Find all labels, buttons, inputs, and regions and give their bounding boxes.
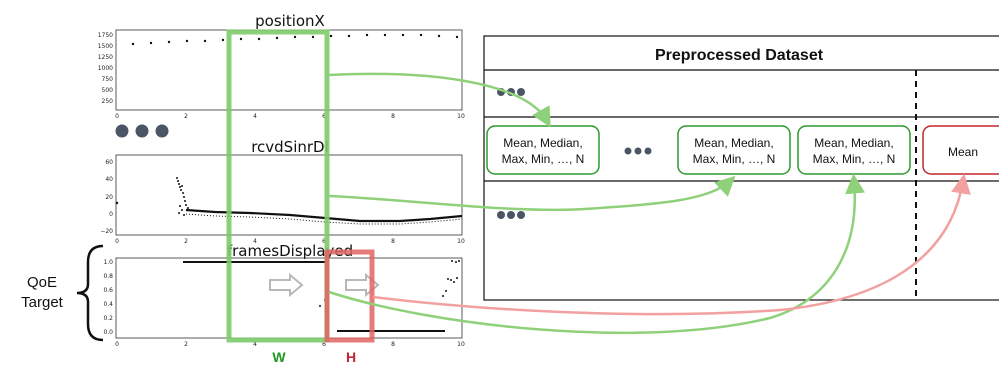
x-tick-label: 4	[253, 238, 257, 245]
x-tick-labels: 0 2 4 6 8 10	[115, 238, 465, 245]
positionx-points	[131, 33, 459, 46]
plot-title-rcvdsinrdl: rcvdSinrDl	[251, 138, 329, 156]
x-tick-label: 0	[115, 238, 119, 245]
plot-title-framesdisplayed: framesDisplayed	[227, 242, 353, 260]
y-tick-label: 1500	[98, 43, 113, 50]
y-tick-label: 1750	[98, 32, 113, 39]
target-box: Mean	[922, 125, 999, 175]
x-tick-label: 2	[184, 113, 188, 120]
sinr-points	[115, 177, 189, 216]
feature-box: Mean, Median, Max, Min, …, N	[677, 125, 791, 175]
x-tick-label: 6	[322, 341, 326, 348]
x-tick-label: 0	[115, 341, 119, 348]
x-tick-label: 6	[322, 238, 326, 245]
row-ellipsis	[497, 211, 525, 219]
arrow-frames-to-feature	[328, 173, 866, 335]
target-label: Target	[21, 294, 64, 311]
y-tick-label: 60	[105, 159, 113, 166]
y-tick-label: 750	[102, 76, 114, 83]
feature-box-line: Max, Min, …, N	[813, 152, 896, 166]
x-tick-label: 4	[253, 341, 257, 348]
x-tick-label: 4	[253, 113, 257, 120]
feature-box: Mean, Median, Max, Min, …, N	[797, 125, 911, 175]
qoe-label: QoE	[27, 274, 57, 291]
x-tick-label: 2	[184, 238, 188, 245]
y-tick-label: 0.4	[103, 301, 113, 308]
y-tick-label: 500	[102, 87, 114, 94]
y-tick-label: 1250	[98, 54, 113, 61]
dataset-title: Preprocessed Dataset	[655, 47, 824, 64]
x-tick-labels: 0 2 4 6 8 10	[115, 113, 465, 120]
y-tick-label: 0.6	[103, 287, 113, 294]
y-tick-label: 1000	[98, 65, 113, 72]
y-tick-labels: 1750 1500 1250 1000 750 500 250	[98, 32, 113, 105]
y-tick-label: 0.2	[103, 315, 113, 322]
plot-frame	[115, 257, 463, 339]
feature-box-line: Mean, Median,	[694, 136, 773, 150]
sinr-trace-spread	[185, 213, 463, 225]
window-w-label: W	[272, 349, 286, 365]
slide-arrow	[269, 272, 304, 298]
feature-box-line: Mean, Median,	[503, 136, 582, 150]
y-tick-label: 20	[105, 194, 113, 201]
y-tick-labels: 60 40 20 0 −20	[100, 159, 113, 235]
x-tick-label: 0	[115, 113, 119, 120]
feature-box-line: Max, Min, …, N	[693, 152, 776, 166]
plot-rcvdsinrdl: rcvdSinrDl 60 40 20 0 −20 0 2 4 6 8 10	[100, 138, 465, 245]
x-tick-label: 2	[184, 341, 188, 348]
y-tick-label: 1.0	[103, 259, 113, 266]
x-tick-label: 10	[457, 113, 465, 120]
y-tick-label: 0	[109, 211, 113, 218]
y-tick-label: 40	[105, 176, 113, 183]
y-tick-label: 0.0	[103, 329, 113, 336]
x-tick-label: 10	[457, 238, 465, 245]
curly-brace	[76, 244, 104, 342]
arrow-positionx-to-feature	[328, 72, 551, 128]
plot-title-positionx: positionX	[255, 12, 325, 30]
y-tick-labels: 1.0 0.8 0.6 0.4 0.2 0.0	[103, 259, 113, 336]
target-box-label: Mean	[948, 145, 978, 159]
arrow-sinr-to-feature	[328, 175, 736, 212]
column-ellipsis	[624, 147, 652, 155]
x-tick-label: 6	[322, 113, 326, 120]
window-h-label: H	[346, 349, 356, 365]
plot-framesdisplayed: framesDisplayed 1.0 0.8 0.6 0.4 0.2 0.0 …	[103, 242, 465, 348]
x-tick-label: 8	[391, 113, 395, 120]
preprocessed-dataset-table: Preprocessed Dataset Mean, Median, Max, …	[483, 35, 999, 301]
ellipsis-dots	[115, 124, 169, 138]
window-w-box	[226, 29, 330, 343]
plot-positionx: positionX 1750 1500 1250 1000 750 500 25…	[98, 12, 465, 120]
x-tick-label: 8	[391, 238, 395, 245]
window-h-box	[324, 249, 375, 343]
y-tick-label: 0.8	[103, 273, 113, 280]
y-tick-label: −20	[100, 228, 113, 235]
qoe-target-bracket: QoE Target	[21, 244, 104, 342]
arrow-frames-to-target	[372, 173, 971, 316]
y-tick-label: 250	[102, 98, 114, 105]
plot-frame	[115, 154, 463, 236]
feature-box-line: Max, Min, …, N	[502, 152, 585, 166]
feature-box-line: Mean, Median,	[814, 136, 893, 150]
x-tick-label: 10	[457, 341, 465, 348]
x-tick-labels: 0 2 4 6 8 10	[115, 341, 465, 348]
feature-box: Mean, Median, Max, Min, …, N	[486, 125, 600, 175]
x-tick-label: 8	[391, 341, 395, 348]
